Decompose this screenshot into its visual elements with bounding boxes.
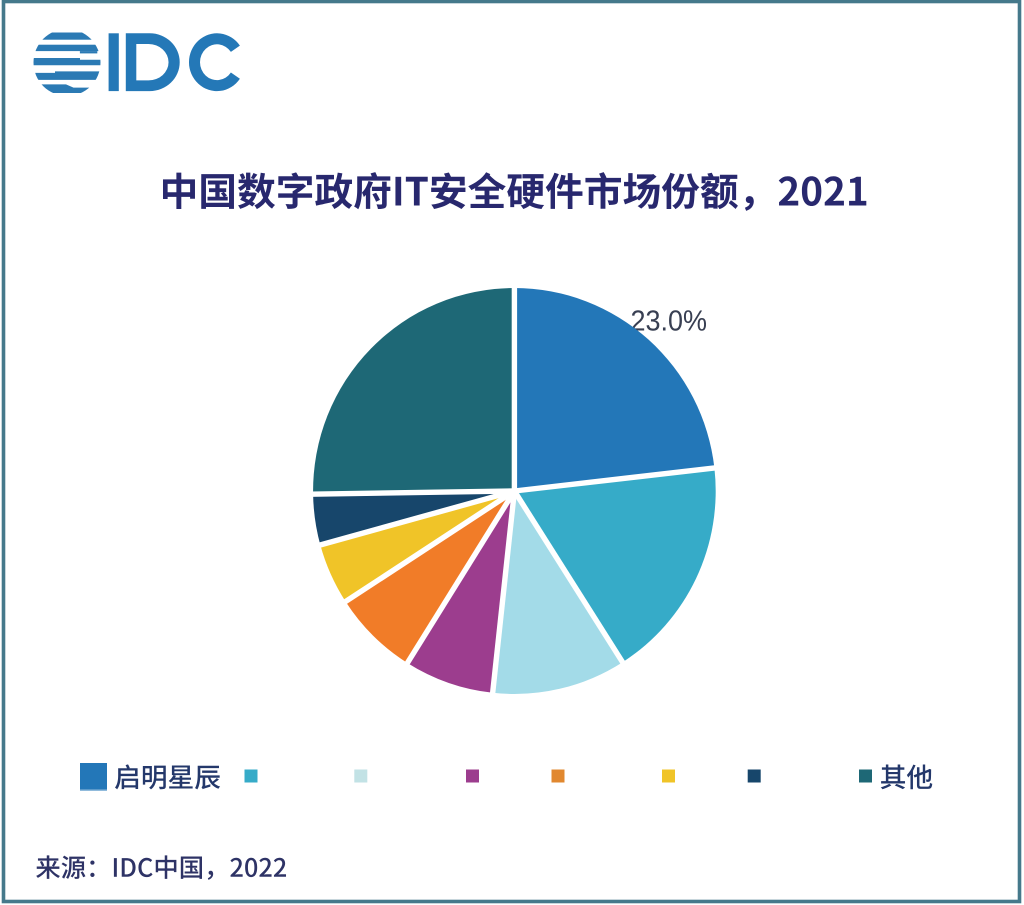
svg-text:23.0%: 23.0% (631, 306, 708, 338)
